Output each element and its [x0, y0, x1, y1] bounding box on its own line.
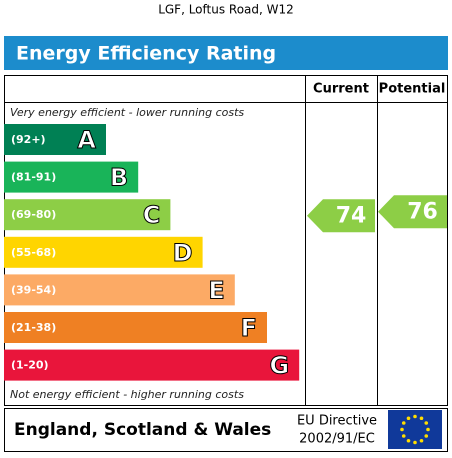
title-bar [4, 36, 448, 70]
top-note: Very energy efficient - lower running co… [10, 106, 244, 119]
current-value: 74 [336, 204, 367, 229]
band-letter: B [110, 164, 128, 192]
band-range: (69-80) [11, 208, 56, 221]
band-letter: G [269, 352, 289, 380]
band-range: (39-54) [11, 283, 56, 296]
eu-star [413, 440, 417, 445]
current-header: Current [313, 82, 369, 97]
band-bar [4, 349, 300, 381]
band-bar [4, 199, 171, 231]
band-bar [4, 124, 106, 155]
eu-star [406, 438, 411, 443]
address: LGF, Loftus Road, W12 [158, 3, 294, 17]
footer-region: England, Scotland & Wales [14, 420, 271, 440]
band-letter: F [241, 314, 257, 342]
band-range: (21-38) [11, 321, 56, 334]
eu-star [400, 427, 404, 432]
band-letter: A [77, 126, 96, 154]
eu-star [426, 427, 430, 432]
band-bar [4, 312, 267, 343]
band-range: (81-91) [11, 171, 56, 184]
band-range: (1-20) [11, 359, 49, 372]
eu-star [424, 434, 429, 438]
eu-star [419, 438, 424, 443]
directive-line: EU Directive [297, 414, 377, 429]
band-letter: C [143, 201, 161, 229]
band-bar [4, 161, 139, 193]
eu-star [419, 416, 424, 421]
band-letter: D [173, 239, 193, 267]
eu-star [401, 421, 406, 425]
bottom-note: Not energy efficient - higher running co… [10, 388, 244, 401]
potential-arrow [378, 195, 447, 229]
eu-star [406, 416, 411, 421]
band-letter: E [208, 276, 224, 304]
band-bar [4, 236, 203, 268]
title: Energy Efficiency Rating [16, 43, 276, 65]
eu-star [401, 434, 406, 438]
band-bar [4, 274, 235, 306]
footer-frame [4, 408, 448, 452]
eu-star [424, 421, 429, 425]
eu-stars [400, 414, 430, 445]
potential-header: Potential [379, 82, 446, 97]
current-arrow [307, 199, 375, 233]
eu-star [413, 414, 417, 419]
directive-line: 2002/91/EC [299, 432, 375, 447]
potential-value: 76 [407, 200, 438, 225]
band-range: (92+) [11, 133, 46, 146]
band-range: (55-68) [11, 246, 56, 259]
